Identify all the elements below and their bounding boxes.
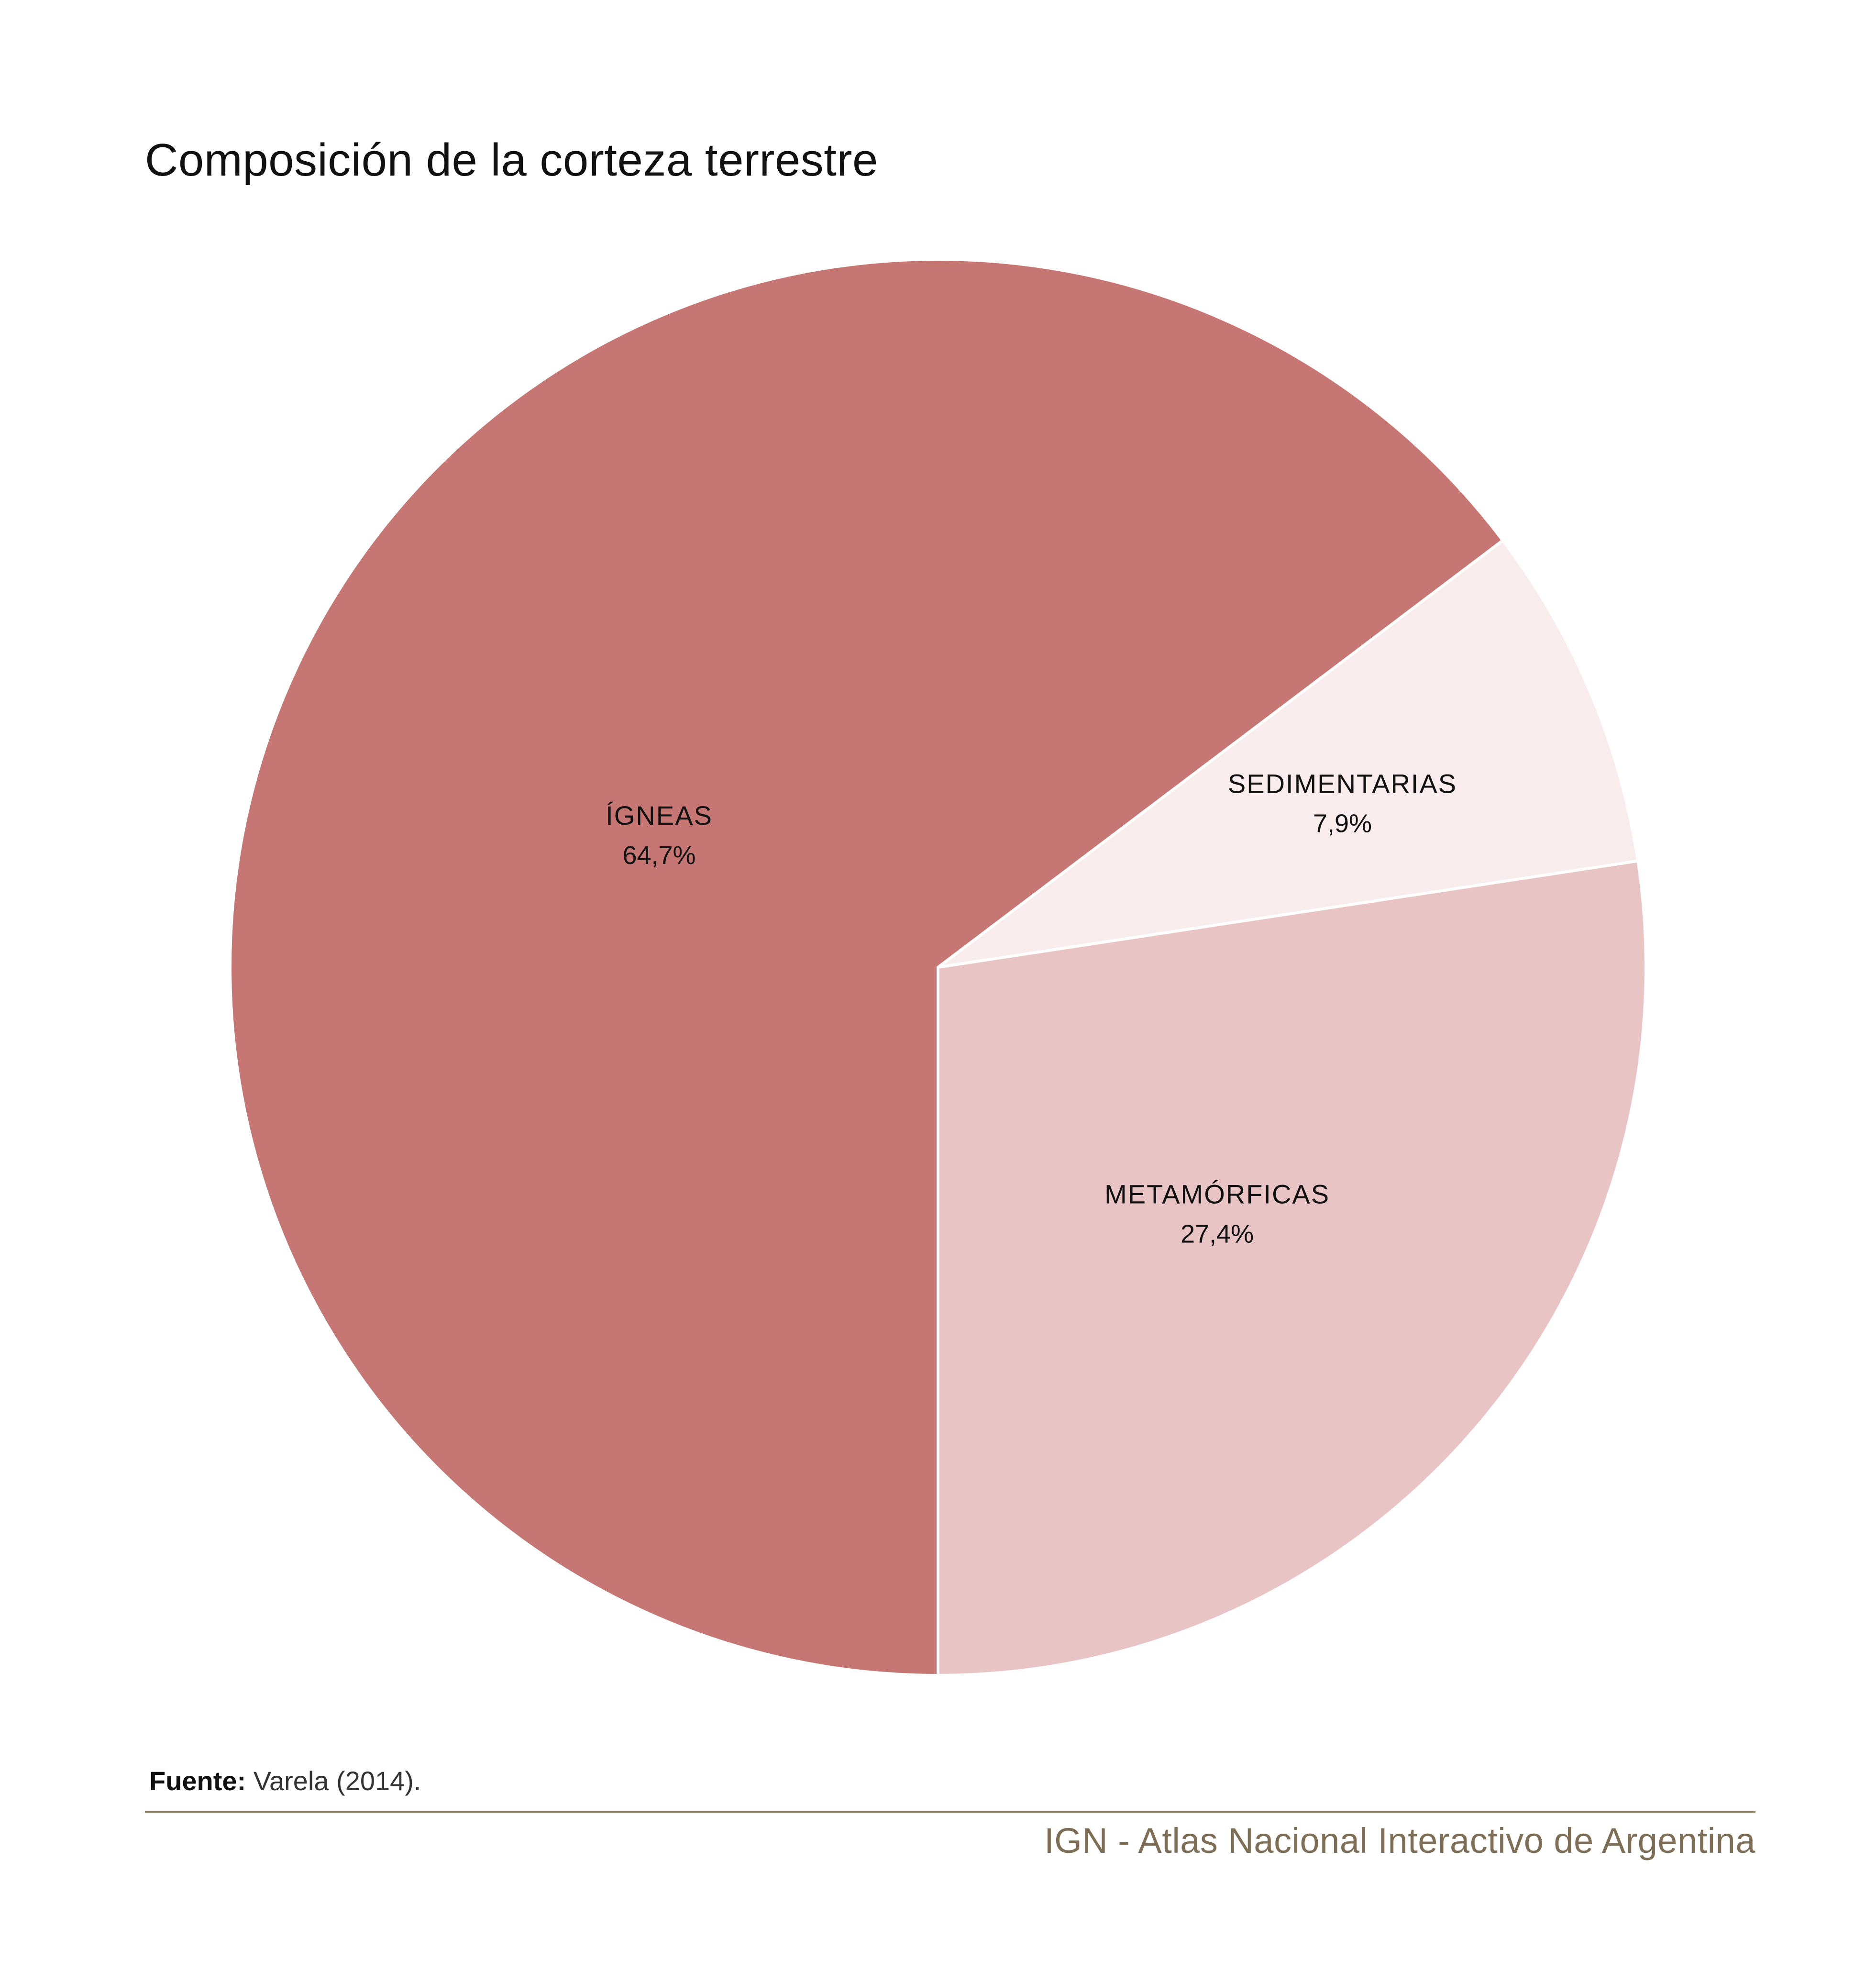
slice-name-label: METAMÓRFICAS <box>1104 1179 1330 1209</box>
chart-title: Composición de la corteza terrestre <box>145 134 878 186</box>
footer-divider <box>145 1811 1755 1813</box>
pie-slice-3 <box>937 859 1647 1677</box>
pie-slice-1 <box>229 258 1504 1677</box>
slice-value-label: 64,7% <box>622 841 695 870</box>
slice-name-label: ÍGNEAS <box>606 800 713 830</box>
source-text: Varela (2014). <box>246 1766 421 1796</box>
source-label: Fuente: <box>149 1766 246 1796</box>
slice-value-label: 27,4% <box>1181 1220 1254 1249</box>
source-note: Fuente: Varela (2014). <box>149 1765 421 1796</box>
slice-name-label: SEDIMENTARIAS <box>1228 769 1457 799</box>
pie-slice-2 <box>937 539 1640 969</box>
pie-labels: ÍGNEAS 64,7% SEDIMENTARIAS 7,9% METAMÓRFICAS… <box>606 769 1457 1249</box>
slice-value-label: 7,9% <box>1313 809 1372 838</box>
pie-slices <box>229 258 1647 1677</box>
footer-credit: IGN - Atlas Nacional Interactivo de Arge… <box>1044 1821 1755 1860</box>
